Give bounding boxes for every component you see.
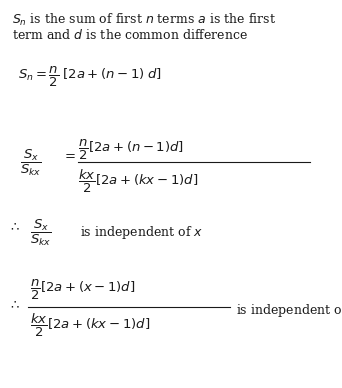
Text: is independent of $x$: is independent of $x$: [80, 224, 203, 241]
Text: $=$: $=$: [62, 148, 76, 161]
Text: $\dfrac{S_x}{S_{kx}}$: $\dfrac{S_x}{S_{kx}}$: [30, 218, 52, 248]
Text: term and $d$ is the common difference: term and $d$ is the common difference: [12, 28, 248, 42]
Text: $S_n = \dfrac{n}{2}\;[2a + (n-1)\;d]$: $S_n = \dfrac{n}{2}\;[2a + (n-1)\;d]$: [18, 65, 162, 89]
Text: $\dfrac{n}{2}[2a+(n-1)d]$: $\dfrac{n}{2}[2a+(n-1)d]$: [78, 138, 184, 162]
Text: $\dfrac{n}{2}[2a+(x-1)d]$: $\dfrac{n}{2}[2a+(x-1)d]$: [30, 278, 135, 302]
Text: is independent of $x$: is independent of $x$: [236, 302, 342, 319]
Text: $\therefore$: $\therefore$: [8, 220, 20, 233]
Text: $S_n$ is the sum of first $n$ terms $a$ is the first: $S_n$ is the sum of first $n$ terms $a$ …: [12, 12, 276, 28]
Text: $\therefore$: $\therefore$: [8, 298, 20, 311]
Text: $\dfrac{kx}{2}[2a+(kx-1)d]$: $\dfrac{kx}{2}[2a+(kx-1)d]$: [30, 312, 150, 339]
Text: $\dfrac{kx}{2}[2a+(kx-1)d]$: $\dfrac{kx}{2}[2a+(kx-1)d]$: [78, 168, 198, 195]
Text: $\dfrac{S_x}{S_{kx}}$: $\dfrac{S_x}{S_{kx}}$: [20, 148, 42, 178]
